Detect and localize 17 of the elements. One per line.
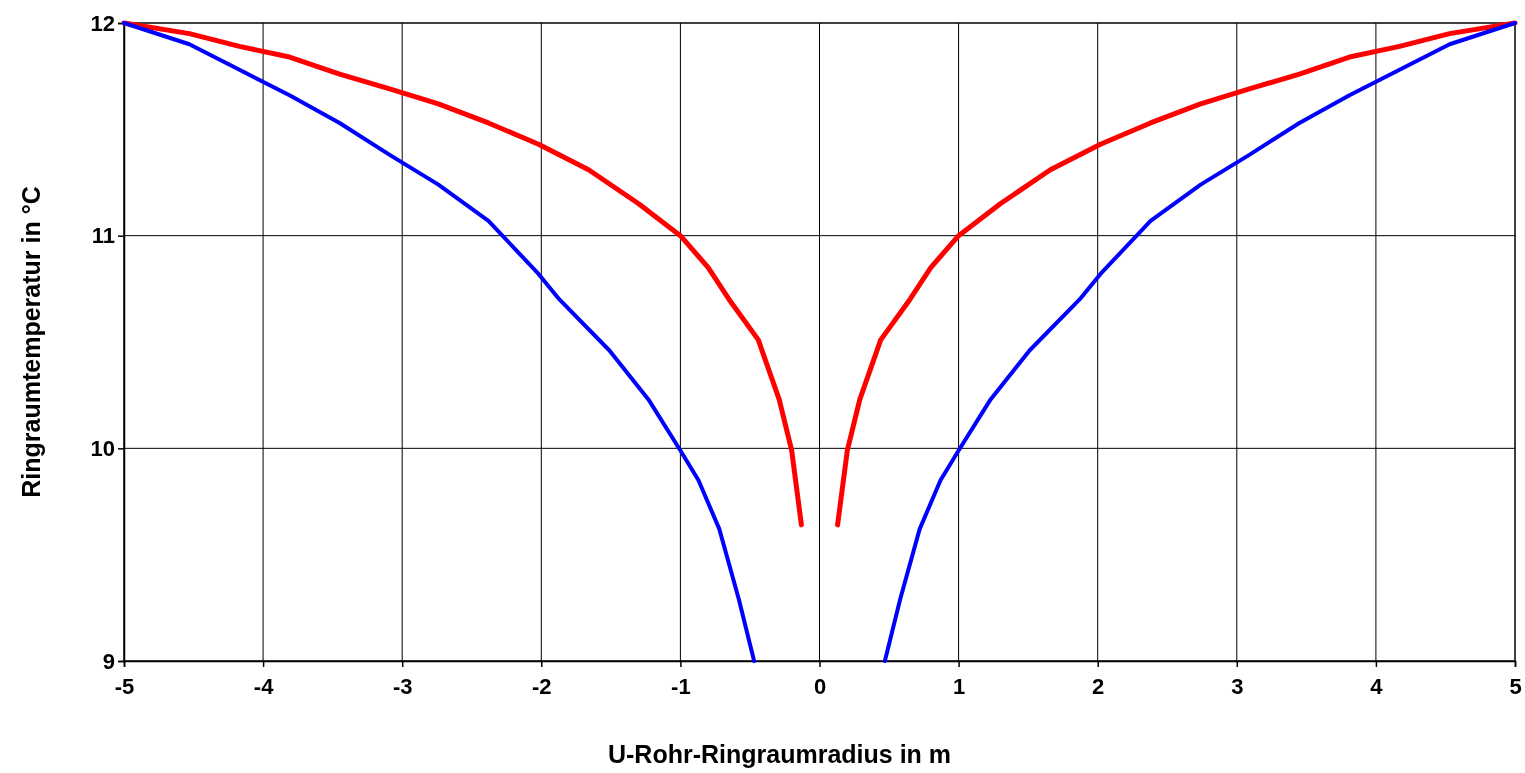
x-axis-title: U-Rohr-Ringraumradius in m [607,740,952,768]
x-tick-label: 3 [1231,674,1244,700]
y-tick-label: 11 [91,223,115,249]
x-tick-label: 4 [1370,674,1384,700]
x-tick-label: -3 [392,674,413,700]
x-tick-label: 5 [1509,674,1522,700]
x-tick-label: 2 [1092,674,1105,700]
x-tick-label: -2 [532,674,552,700]
x-tick-label: 1 [952,674,966,700]
x-tick-label: -5 [114,674,135,700]
y-tick-label: 10 [90,435,115,461]
y-axis-title: Ringraumtemperatur in °C [17,186,45,498]
x-tick-label: -1 [671,674,691,700]
y-tick-label: 9 [102,648,115,674]
x-tick-label: -4 [253,674,275,700]
y-tick-label: 12 [90,10,115,36]
x-tick-label: 0 [813,674,827,700]
